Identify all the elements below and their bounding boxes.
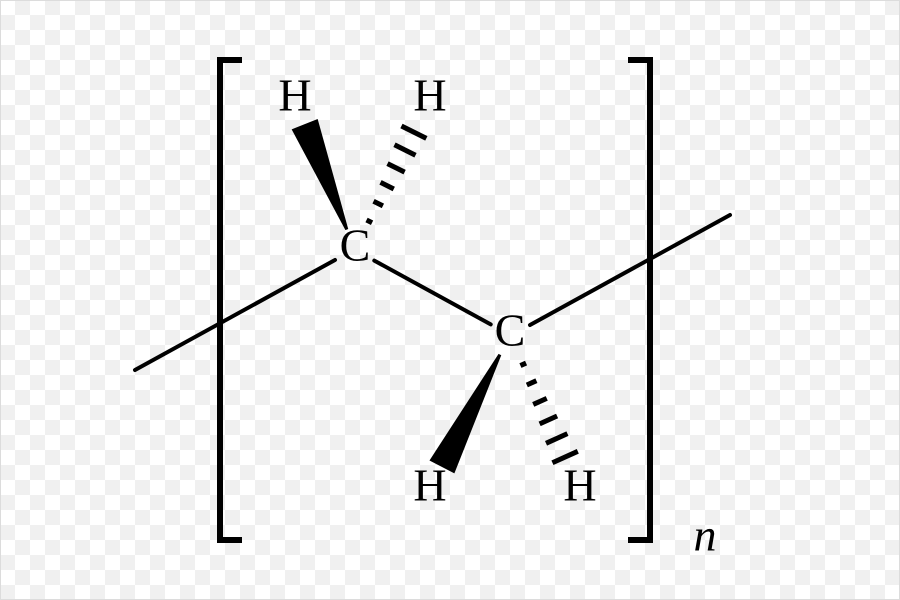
- atom-label-c1: C: [340, 220, 371, 271]
- bracket-right: [628, 60, 650, 540]
- bond-c2-h4-hash: [520, 363, 577, 463]
- atom-label-h4: H: [563, 460, 596, 511]
- atom-label-c2: C: [495, 305, 526, 356]
- atom-label-h3: H: [413, 460, 446, 511]
- bond-c2-backbone: [530, 215, 730, 325]
- diagram-canvas: C C H H H Hn: [0, 0, 900, 600]
- bond-c1-backbone: [135, 260, 335, 370]
- chemical-structure-svg: C C H H H Hn: [0, 0, 900, 600]
- bracket-left: [220, 60, 242, 540]
- bond-c1-h2-hash: [367, 126, 427, 223]
- bonds-layer: [135, 119, 730, 473]
- repeat-subscript: n: [694, 510, 717, 561]
- atom-label-h2: H: [413, 70, 446, 121]
- bond-c2-h3-wedge: [429, 354, 501, 473]
- atom-label-h1: H: [278, 70, 311, 121]
- bond-c1-c2: [374, 261, 490, 325]
- bond-c1-h1-wedge: [292, 119, 349, 230]
